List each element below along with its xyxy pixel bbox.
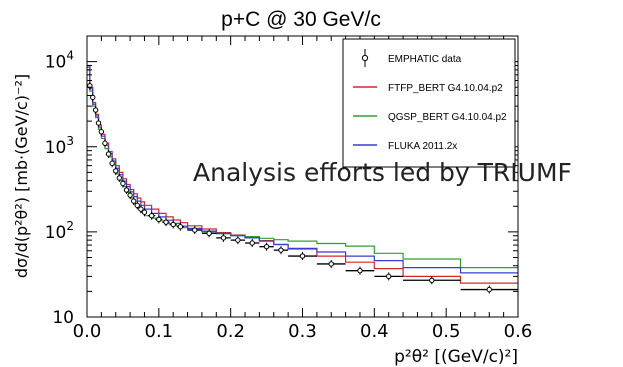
data-point-marker bbox=[357, 267, 363, 274]
data-point bbox=[345, 266, 375, 275]
data-point bbox=[148, 211, 156, 220]
data-point bbox=[134, 201, 140, 210]
data-point bbox=[130, 197, 137, 206]
data-point-marker bbox=[92, 107, 99, 113]
y-tick-label: 103 bbox=[45, 134, 74, 158]
legend-label: FTFP_BERT G4.10.04.p2 bbox=[388, 83, 503, 94]
data-point-marker bbox=[249, 240, 255, 246]
data-point bbox=[187, 226, 202, 235]
x-tick-label: 0.4 bbox=[360, 321, 389, 342]
legend-box bbox=[342, 38, 516, 168]
data-point bbox=[123, 186, 130, 195]
data-point-marker bbox=[127, 192, 133, 198]
data-point-marker bbox=[141, 209, 148, 215]
data-point bbox=[259, 242, 274, 251]
data-point-marker bbox=[105, 151, 112, 157]
data-point-marker bbox=[109, 160, 115, 166]
data-point bbox=[102, 139, 108, 148]
data-point bbox=[162, 218, 170, 227]
data-point-marker bbox=[263, 243, 270, 250]
data-point-marker bbox=[156, 216, 162, 223]
data-point bbox=[155, 215, 163, 224]
y-axis-title: dσ/d(p²θ²) [mb·(GeV/c)⁻²] bbox=[12, 74, 31, 278]
y-tick-label: 10 bbox=[52, 308, 74, 328]
data-point-marker bbox=[113, 168, 119, 174]
data-point bbox=[230, 236, 246, 245]
data-point bbox=[120, 179, 126, 188]
data-point-marker bbox=[120, 180, 126, 187]
y-tick-label: 104 bbox=[45, 49, 74, 73]
data-point bbox=[90, 93, 96, 102]
x-tick-label: 0.1 bbox=[145, 321, 174, 342]
data-point bbox=[201, 229, 217, 238]
data-point bbox=[92, 106, 99, 115]
data-point bbox=[98, 127, 105, 136]
data-point-marker bbox=[328, 261, 334, 267]
x-axis-title: p²θ² [(GeV/c)²] bbox=[394, 347, 518, 367]
data-point-marker bbox=[123, 187, 130, 193]
x-tick-label: 0.2 bbox=[216, 321, 245, 342]
data-point-marker bbox=[206, 230, 212, 237]
data-point bbox=[216, 233, 231, 242]
data-point bbox=[141, 208, 148, 217]
x-tick-label: 0.6 bbox=[504, 321, 533, 342]
data-point-marker bbox=[134, 202, 140, 209]
data-point-marker bbox=[299, 253, 306, 259]
legend-marker bbox=[361, 54, 369, 62]
data-point-marker bbox=[95, 120, 102, 126]
data-point-marker bbox=[192, 227, 198, 233]
data-point bbox=[116, 173, 123, 182]
data-point-marker bbox=[116, 175, 123, 181]
data-point bbox=[95, 119, 102, 128]
data-point-marker bbox=[429, 277, 435, 283]
data-point bbox=[245, 239, 260, 248]
legend-label: EMPHATIC data bbox=[388, 54, 462, 65]
x-tick-label: 0.3 bbox=[288, 321, 317, 342]
data-point bbox=[169, 220, 177, 229]
x-tick-label: 0.0 bbox=[73, 321, 102, 342]
data-point bbox=[105, 150, 112, 159]
y-tick-label: 102 bbox=[45, 219, 74, 243]
chart-title: p+C @ 30 GeV/c bbox=[221, 8, 381, 31]
data-point-marker bbox=[90, 94, 96, 101]
data-point-marker bbox=[163, 219, 169, 225]
legend-entry: EMPHATIC data bbox=[361, 49, 462, 67]
data-point-marker bbox=[386, 273, 392, 280]
data-point bbox=[109, 159, 115, 168]
x-tick-label: 0.5 bbox=[432, 321, 461, 342]
data-point bbox=[138, 205, 144, 214]
data-point bbox=[273, 246, 289, 255]
data-point-marker bbox=[278, 247, 284, 253]
data-point bbox=[127, 191, 133, 200]
data-point-marker bbox=[235, 237, 241, 243]
legend-entry: FLUKA 2011.2x bbox=[353, 141, 457, 152]
data-point-marker bbox=[98, 129, 105, 135]
data-point bbox=[374, 272, 404, 281]
legend: EMPHATIC data FTFP_BERT G4.10.04.p2 QGSP_B… bbox=[342, 38, 516, 168]
data-point-marker bbox=[130, 198, 137, 204]
data-point-marker bbox=[170, 221, 176, 228]
data-point-marker bbox=[148, 212, 155, 219]
data-point bbox=[176, 222, 184, 231]
legend-entry: QGSP_BERT G4.10.04.p2 bbox=[353, 112, 507, 123]
data-point-marker bbox=[486, 286, 492, 293]
data-point-marker bbox=[102, 140, 108, 146]
overlay-annotation: Analysis efforts led by TRIUMF bbox=[193, 158, 572, 187]
data-point-marker bbox=[138, 206, 144, 212]
data-point bbox=[403, 276, 461, 285]
data-point-marker bbox=[220, 235, 227, 241]
data-point-marker bbox=[177, 224, 184, 230]
data-point bbox=[460, 285, 518, 294]
data-point bbox=[113, 166, 119, 175]
legend-label: FLUKA 2011.2x bbox=[388, 141, 457, 152]
legend-label: QGSP_BERT G4.10.04.p2 bbox=[388, 112, 507, 123]
data-point bbox=[288, 252, 317, 261]
data-point bbox=[316, 259, 346, 268]
legend-entry: FTFP_BERT G4.10.04.p2 bbox=[353, 83, 503, 94]
